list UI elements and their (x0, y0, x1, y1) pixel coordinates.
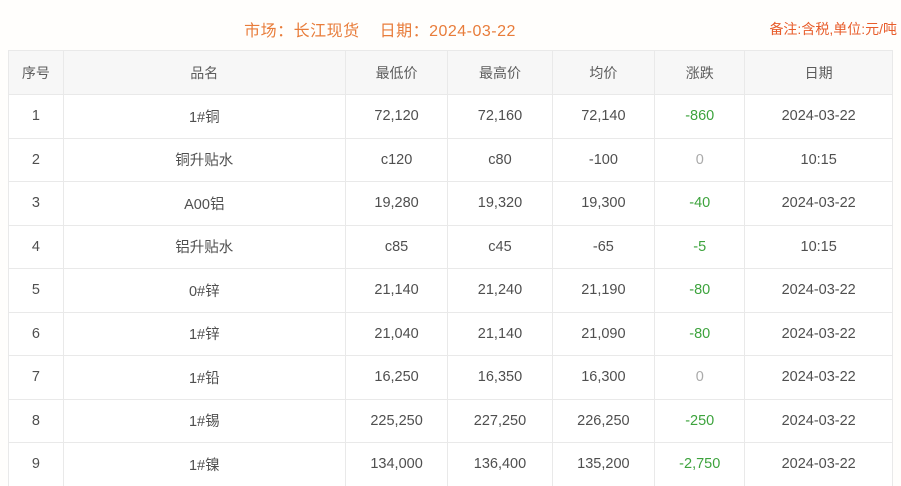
cell-change: -2,750 (654, 442, 746, 486)
table-row: 3 A00铝 19,280 19,320 19,300 -40 2024-03-… (8, 181, 893, 226)
table-row: 4 铝升贴水 c85 c45 -65 -5 10:15 (8, 224, 893, 269)
cell-avg-price: 21,190 (551, 268, 656, 313)
cell-date: 2024-03-22 (744, 355, 893, 400)
table-row: 9 1#镍 134,000 136,400 135,200 -2,750 202… (8, 442, 893, 486)
date-label: 日期：2024-03-22 (379, 23, 516, 40)
cell-change: 0 (654, 355, 746, 400)
cell-low-price: 19,280 (344, 181, 449, 226)
cell-date: 10:15 (744, 224, 893, 269)
cell-product-name: A00铝 (62, 181, 346, 226)
cell-high-price: 19,320 (447, 181, 553, 226)
cell-low-price: 72,120 (344, 94, 449, 139)
cell-low-price: c85 (344, 224, 449, 269)
cell-date: 10:15 (744, 137, 893, 182)
cell-avg-price: -100 (551, 137, 656, 182)
cell-change: -40 (654, 181, 746, 226)
cell-avg-price: -65 (551, 224, 656, 269)
cell-high-price: 21,240 (447, 268, 553, 313)
cell-index: 5 (8, 268, 64, 313)
cell-date: 2024-03-22 (744, 94, 893, 139)
cell-high-price: 16,350 (447, 355, 553, 400)
cell-index: 2 (8, 137, 64, 182)
cell-avg-price: 16,300 (551, 355, 656, 400)
cell-index: 4 (8, 224, 64, 269)
note-label: 备注:含税,单位:元/吨 (769, 21, 897, 37)
cell-low-price: 225,250 (344, 398, 449, 443)
cell-high-price: 21,140 (447, 311, 553, 356)
table-row: 6 1#锌 21,040 21,140 21,090 -80 2024-03-2… (8, 311, 893, 356)
cell-low-price: 21,140 (344, 268, 449, 313)
table-row: 1 1#铜 72,120 72,160 72,140 -860 2024-03-… (8, 94, 893, 139)
header-index: 序号 (8, 50, 64, 95)
cell-date: 2024-03-22 (744, 268, 893, 313)
cell-index: 8 (8, 398, 64, 443)
table-row: 7 1#铅 16,250 16,350 16,300 0 2024-03-22 (8, 355, 893, 400)
cell-change: 0 (654, 137, 746, 182)
cell-index: 3 (8, 181, 64, 226)
cell-product-name: 1#锌 (62, 311, 346, 356)
header-high-price: 最高价 (447, 50, 553, 95)
cell-avg-price: 72,140 (551, 94, 656, 139)
cell-product-name: 1#铅 (62, 355, 346, 400)
cell-high-price: c80 (447, 137, 553, 182)
header-product-name: 品名 (62, 50, 346, 95)
header-low-price: 最低价 (344, 50, 449, 95)
cell-product-name: 1#铜 (62, 94, 346, 139)
table-row: 8 1#锡 225,250 227,250 226,250 -250 2024-… (8, 398, 893, 443)
table-row: 5 0#锌 21,140 21,240 21,190 -80 2024-03-2… (8, 268, 893, 313)
header-avg-price: 均价 (551, 50, 656, 95)
header-change: 涨跌 (654, 50, 746, 95)
cell-avg-price: 226,250 (551, 398, 656, 443)
cell-index: 6 (8, 311, 64, 356)
cell-date: 2024-03-22 (744, 311, 893, 356)
price-table-container: 序号 品名 最低价 最高价 均价 涨跌 日期 1 1#铜 72,120 72,1… (8, 50, 893, 486)
cell-low-price: 21,040 (344, 311, 449, 356)
cell-date: 2024-03-22 (744, 398, 893, 443)
cell-change: -5 (654, 224, 746, 269)
cell-index: 9 (8, 442, 64, 486)
cell-low-price: 134,000 (344, 442, 449, 486)
cell-product-name: 0#锌 (62, 268, 346, 313)
cell-low-price: c120 (344, 137, 449, 182)
table-header-row: 序号 品名 最低价 最高价 均价 涨跌 日期 (8, 50, 893, 95)
cell-date: 2024-03-22 (744, 442, 893, 486)
cell-product-name: 1#镍 (62, 442, 346, 486)
cell-high-price: 72,160 (447, 94, 553, 139)
cell-change: -80 (654, 268, 746, 313)
page-title: 市场：长江现货 日期：2024-03-22 (0, 0, 760, 50)
cell-high-price: 227,250 (447, 398, 553, 443)
cell-index: 7 (8, 355, 64, 400)
cell-avg-price: 21,090 (551, 311, 656, 356)
table-body: 1 1#铜 72,120 72,160 72,140 -860 2024-03-… (8, 94, 893, 486)
cell-avg-price: 19,300 (551, 181, 656, 226)
cell-product-name: 1#锡 (62, 398, 346, 443)
cell-low-price: 16,250 (344, 355, 449, 400)
cell-high-price: 136,400 (447, 442, 553, 486)
cell-index: 1 (8, 94, 64, 139)
title-bar: 市场：长江现货 日期：2024-03-22 备注:含税,单位:元/吨 (0, 0, 901, 50)
table-row: 2 铜升贴水 c120 c80 -100 0 10:15 (8, 137, 893, 182)
cell-change: -860 (654, 94, 746, 139)
cell-high-price: c45 (447, 224, 553, 269)
price-table: 序号 品名 最低价 最高价 均价 涨跌 日期 1 1#铜 72,120 72,1… (8, 50, 893, 486)
cell-change: -250 (654, 398, 746, 443)
cell-change: -80 (654, 311, 746, 356)
cell-avg-price: 135,200 (551, 442, 656, 486)
cell-product-name: 铜升贴水 (62, 137, 346, 182)
cell-date: 2024-03-22 (744, 181, 893, 226)
market-label: 市场：长江现货 (244, 23, 360, 40)
header-date: 日期 (744, 50, 893, 95)
cell-product-name: 铝升贴水 (62, 224, 346, 269)
